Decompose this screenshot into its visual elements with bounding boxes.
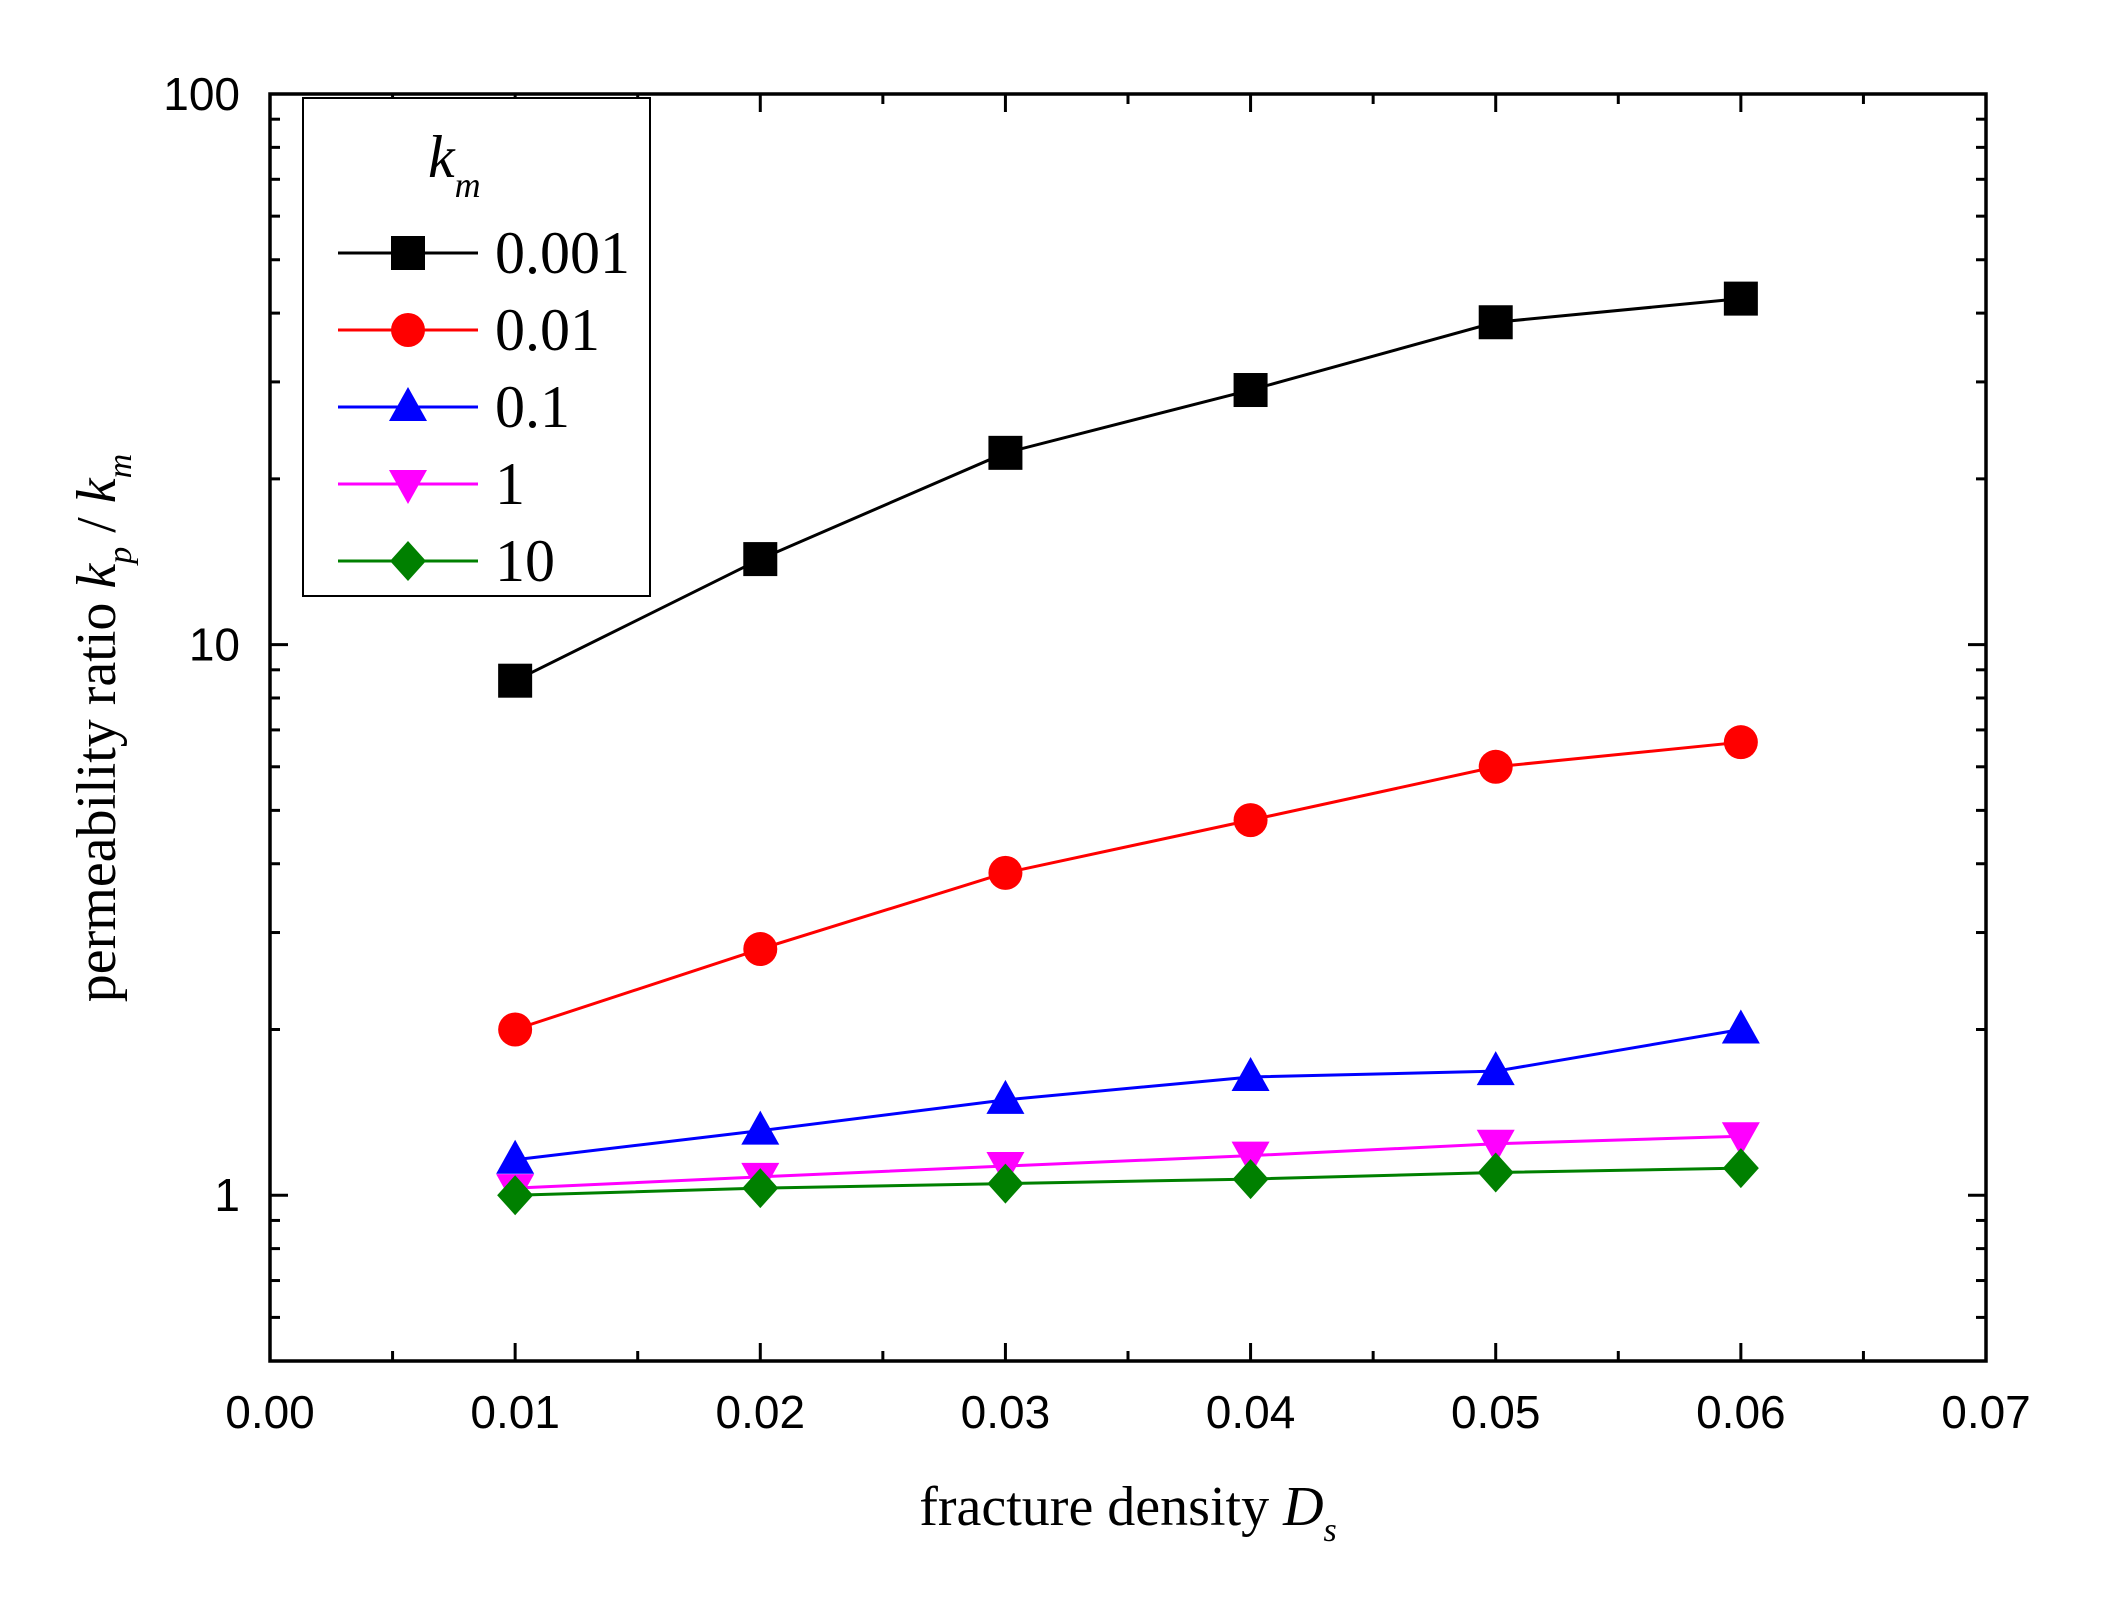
series-0.01 bbox=[498, 725, 1758, 1047]
series-layer bbox=[496, 281, 1760, 1216]
y-tick-label: 100 bbox=[163, 68, 240, 120]
legend-marker-10 bbox=[390, 541, 426, 581]
y-axis-title: permeability ratio kp / km bbox=[66, 454, 139, 1002]
data-point-0.001-1 bbox=[498, 663, 533, 698]
data-point-0.1-3 bbox=[986, 1079, 1025, 1114]
x-tick-label: 0.04 bbox=[1206, 1386, 1296, 1438]
data-point-0.01-2 bbox=[743, 932, 778, 967]
legend-label-0.001: 0.001 bbox=[495, 220, 630, 286]
legend-entry-1: 1 bbox=[338, 451, 525, 517]
legend-marker-1 bbox=[389, 470, 427, 504]
data-point-1-5 bbox=[1476, 1129, 1515, 1164]
legend-marker-0.01 bbox=[391, 313, 425, 347]
legend-entries: 0.001 0.01 0.1 1 10 bbox=[338, 220, 630, 594]
x-tick-label: 0.03 bbox=[961, 1386, 1051, 1438]
y-tick-label: 10 bbox=[189, 619, 240, 671]
series-line-0.01 bbox=[514, 740, 1742, 1031]
data-point-0.01-3 bbox=[988, 855, 1023, 890]
data-point-0.1-1 bbox=[496, 1139, 535, 1174]
legend-box bbox=[302, 97, 651, 597]
data-point-10-4 bbox=[1232, 1159, 1269, 1200]
series-0.001 bbox=[498, 281, 1758, 698]
legend-entry-10: 10 bbox=[338, 528, 555, 594]
data-point-1-4 bbox=[1231, 1141, 1270, 1176]
tick-labels: 0.00 0.01 0.02 0.03 0.04 0.05 0.06 0.07 1 10 100 bbox=[163, 68, 2031, 1438]
series-0.1 bbox=[496, 1009, 1760, 1174]
x-tick-label: 0.05 bbox=[1451, 1386, 1541, 1438]
data-point-0.01-5 bbox=[1478, 749, 1513, 784]
series-line-1 bbox=[515, 1134, 1741, 1190]
data-point-0.001-6 bbox=[1723, 281, 1758, 316]
series-10 bbox=[497, 1148, 1759, 1216]
data-point-0.1-6 bbox=[1721, 1009, 1760, 1044]
data-point-0.1-5 bbox=[1476, 1051, 1515, 1086]
x-axis-title: fracture density Ds bbox=[919, 1476, 1337, 1549]
x-tick-label: 0.00 bbox=[225, 1386, 315, 1438]
data-point-10-2 bbox=[742, 1168, 779, 1209]
data-point-0.001-2 bbox=[743, 542, 778, 577]
y-tick-label: 1 bbox=[214, 1169, 240, 1221]
legend-label-1: 1 bbox=[495, 451, 525, 517]
series-line-0.1 bbox=[514, 1028, 1742, 1162]
series-line-0.001 bbox=[514, 297, 1742, 683]
data-point-10-5 bbox=[1477, 1152, 1514, 1193]
legend-label-0.1: 0.1 bbox=[495, 374, 570, 440]
data-point-10-1 bbox=[497, 1175, 534, 1216]
data-point-0.001-3 bbox=[988, 435, 1023, 470]
legend-entry-0.01: 0.01 bbox=[338, 297, 600, 363]
data-point-0.01-6 bbox=[1723, 725, 1758, 760]
data-point-0.1-4 bbox=[1231, 1056, 1270, 1091]
x-tick-label: 0.01 bbox=[470, 1386, 560, 1438]
plot-frame bbox=[268, 92, 1988, 1363]
legend-label-0.01: 0.01 bbox=[495, 297, 600, 363]
legend: km 0.001 0.01 0.1 1 10 bbox=[302, 97, 651, 597]
data-point-0.01-1 bbox=[498, 1012, 533, 1047]
legend-entry-0.1: 0.1 bbox=[338, 374, 570, 440]
legend-label-10: 10 bbox=[495, 528, 555, 594]
x-tick-label: 0.07 bbox=[1941, 1386, 2031, 1438]
series-line-10 bbox=[515, 1166, 1741, 1197]
legend-title: km bbox=[428, 124, 481, 205]
data-point-0.001-4 bbox=[1233, 373, 1268, 408]
data-point-10-3 bbox=[987, 1163, 1024, 1204]
data-point-0.001-5 bbox=[1478, 305, 1513, 340]
data-point-10-6 bbox=[1722, 1148, 1759, 1189]
legend-marker-0.1 bbox=[389, 387, 427, 421]
legend-marker-0.001 bbox=[391, 236, 425, 270]
legend-entry-0.001: 0.001 bbox=[338, 220, 630, 286]
data-point-0.1-2 bbox=[741, 1110, 780, 1145]
x-tick-label: 0.06 bbox=[1696, 1386, 1786, 1438]
data-point-0.01-4 bbox=[1233, 803, 1268, 838]
x-tick-label: 0.02 bbox=[716, 1386, 806, 1438]
data-point-1-6 bbox=[1721, 1122, 1760, 1157]
